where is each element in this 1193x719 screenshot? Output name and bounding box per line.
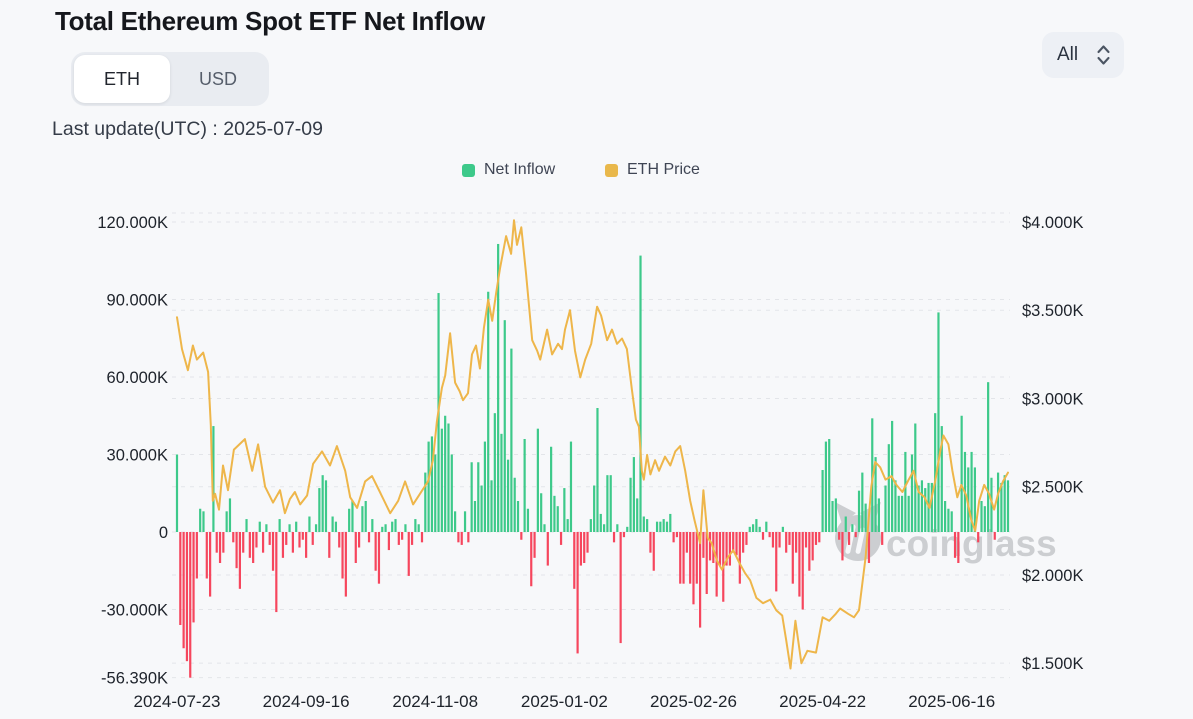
svg-text:$2.500K: $2.500K (1022, 479, 1083, 497)
svg-text:0: 0 (159, 524, 168, 542)
svg-text:$1.500K: $1.500K (1022, 655, 1083, 673)
range-select[interactable]: All (1042, 32, 1124, 78)
gridlines (172, 212, 1010, 679)
legend-item-eth-price[interactable]: ETH Price (605, 161, 700, 179)
range-select-value: All (1057, 44, 1079, 65)
svg-text:120.000K: 120.000K (97, 214, 168, 232)
net-inflow-bars (175, 243, 1010, 678)
svg-text:$3.500K: $3.500K (1022, 302, 1083, 320)
toggle-eth-button[interactable]: ETH (74, 55, 170, 103)
svg-text:2024-09-16: 2024-09-16 (263, 692, 350, 711)
eth-price-line (176, 219, 1009, 670)
svg-text:2024-11-08: 2024-11-08 (392, 692, 478, 711)
net-inflow-swatch (462, 164, 475, 177)
last-update-text: Last update(UTC) : 2025-07-09 (52, 118, 323, 140)
legend-label: Net Inflow (484, 161, 556, 178)
svg-text:30.000K: 30.000K (107, 447, 168, 465)
unit-toggle: ETH USD (71, 52, 269, 106)
svg-text:-30.000K: -30.000K (101, 601, 168, 619)
chevron-up-down-icon (1096, 43, 1111, 67)
svg-text:90.000K: 90.000K (107, 292, 168, 310)
svg-text:2025-01-02: 2025-01-02 (521, 692, 608, 711)
page-title: Total Ethereum Spot ETF Net Inflow (55, 6, 485, 36)
svg-text:2024-07-23: 2024-07-23 (134, 692, 221, 711)
svg-text:$3.000K: $3.000K (1022, 390, 1083, 408)
axis-labels: 120.000K 90.000K 60.000K 30.000K 0 -30.000K -5… (97, 214, 1083, 711)
svg-text:60.000K: 60.000K (107, 369, 168, 387)
svg-text:-56.390K: -56.390K (101, 670, 168, 688)
eth-price-swatch (605, 164, 618, 177)
svg-text:2025-02-26: 2025-02-26 (650, 692, 737, 711)
svg-text:$2.000K: $2.000K (1022, 567, 1083, 585)
toggle-usd-button[interactable]: USD (198, 68, 237, 89)
svg-text:2025-06-16: 2025-06-16 (908, 692, 995, 711)
legend-label: ETH Price (627, 161, 700, 178)
legend-item-net-inflow[interactable]: Net Inflow (462, 161, 555, 179)
svg-text:2025-04-22: 2025-04-22 (779, 692, 866, 711)
svg-text:$4.000K: $4.000K (1022, 214, 1083, 232)
